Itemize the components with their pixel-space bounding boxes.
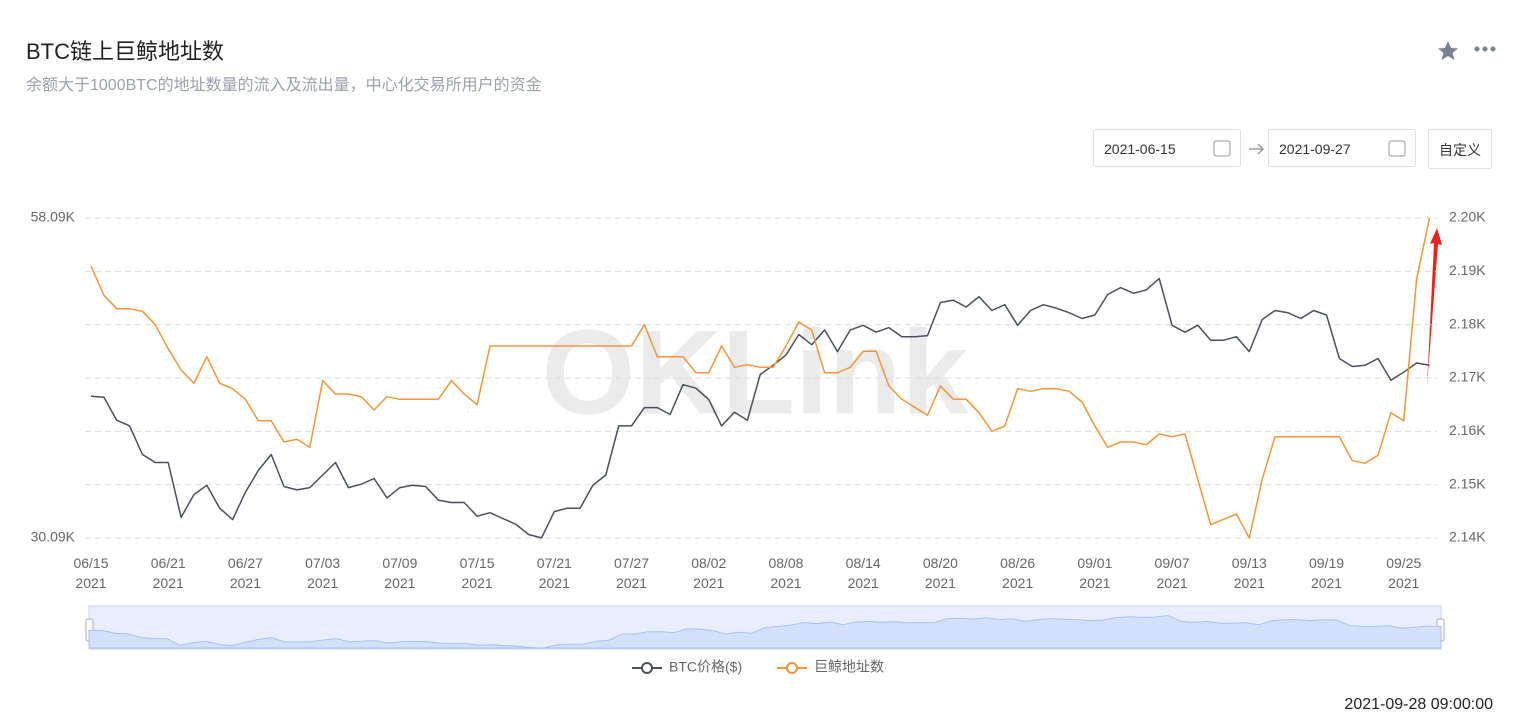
legend-marker (641, 662, 653, 674)
start-date[interactable]: 2021-06-15 (1093, 129, 1241, 167)
legend-marker (786, 662, 798, 674)
star-icon[interactable] (1438, 41, 1458, 60)
more-icon[interactable] (1474, 46, 1480, 52)
y2-tick-label: 2.17K (1449, 369, 1486, 385)
series-line (90, 277, 1430, 539)
x-tick-label: 09/25 2021 (1386, 555, 1422, 591)
x-tick-label: 08/02 2021 (691, 555, 727, 591)
custom-button[interactable]: 自定义 (1428, 129, 1492, 169)
y-tick-label: 30.09K (31, 529, 76, 545)
x-tick-label: 06/21 2021 (150, 555, 186, 591)
more-icon[interactable] (1490, 46, 1496, 52)
x-tick-label: 06/15 2021 (73, 555, 109, 591)
y2-tick-label: 2.15K (1449, 475, 1486, 491)
x-tick-label: 07/27 2021 (614, 555, 650, 591)
y-tick-label: 58.09K (31, 209, 76, 225)
x-tick-label: 08/20 2021 (922, 555, 958, 591)
x-tick-label: 09/19 2021 (1308, 555, 1345, 591)
title: BTC链上巨鲸地址数 (26, 39, 225, 64)
y2-tick-label: 2.19K (1449, 262, 1486, 278)
x-tick-label: 08/08 2021 (768, 555, 804, 591)
x-tick-label: 07/15 2021 (459, 555, 495, 591)
legend-label: 巨鲸地址数 (814, 659, 884, 675)
y2-tick-label: 2.18K (1449, 315, 1486, 331)
subtitle: 余额大于1000BTC的地址数量的流入及流出量，中心化交易所用户的资金 (26, 77, 542, 94)
x-tick-label: 07/03 2021 (305, 555, 341, 591)
calendar-icon (1213, 140, 1231, 157)
x-tick-label: 09/13 2021 (1231, 555, 1267, 591)
x-tick-label: 09/01 2021 (1077, 555, 1113, 591)
more-icon[interactable] (1482, 46, 1488, 52)
calendar-icon (1388, 140, 1406, 157)
y2-tick-label: 2.14K (1449, 529, 1486, 545)
legend-label: BTC价格($) (669, 659, 742, 675)
y2-tick-label: 2.20K (1449, 209, 1486, 225)
series-line (90, 217, 1431, 539)
x-tick-label: 07/21 2021 (536, 555, 572, 591)
x-tick-label: 08/14 2021 (845, 555, 881, 591)
zoom-preview-area (88, 615, 1442, 649)
timestamp: 2021-09-28 09:00:00 (1344, 696, 1493, 713)
x-tick-label: 07/09 2021 (382, 555, 418, 591)
x-tick-label: 06/27 2021 (227, 555, 263, 591)
x-tick-label: 08/26 2021 (1000, 555, 1036, 591)
y2-tick-label: 2.16K (1449, 422, 1486, 438)
arrow-icon (1249, 143, 1265, 155)
annotation-arrow (1427, 228, 1442, 386)
x-tick-label: 09/07 2021 (1154, 555, 1190, 591)
end-date[interactable]: 2021-09-27 (1268, 129, 1416, 167)
watermark: OKLink (542, 306, 969, 440)
